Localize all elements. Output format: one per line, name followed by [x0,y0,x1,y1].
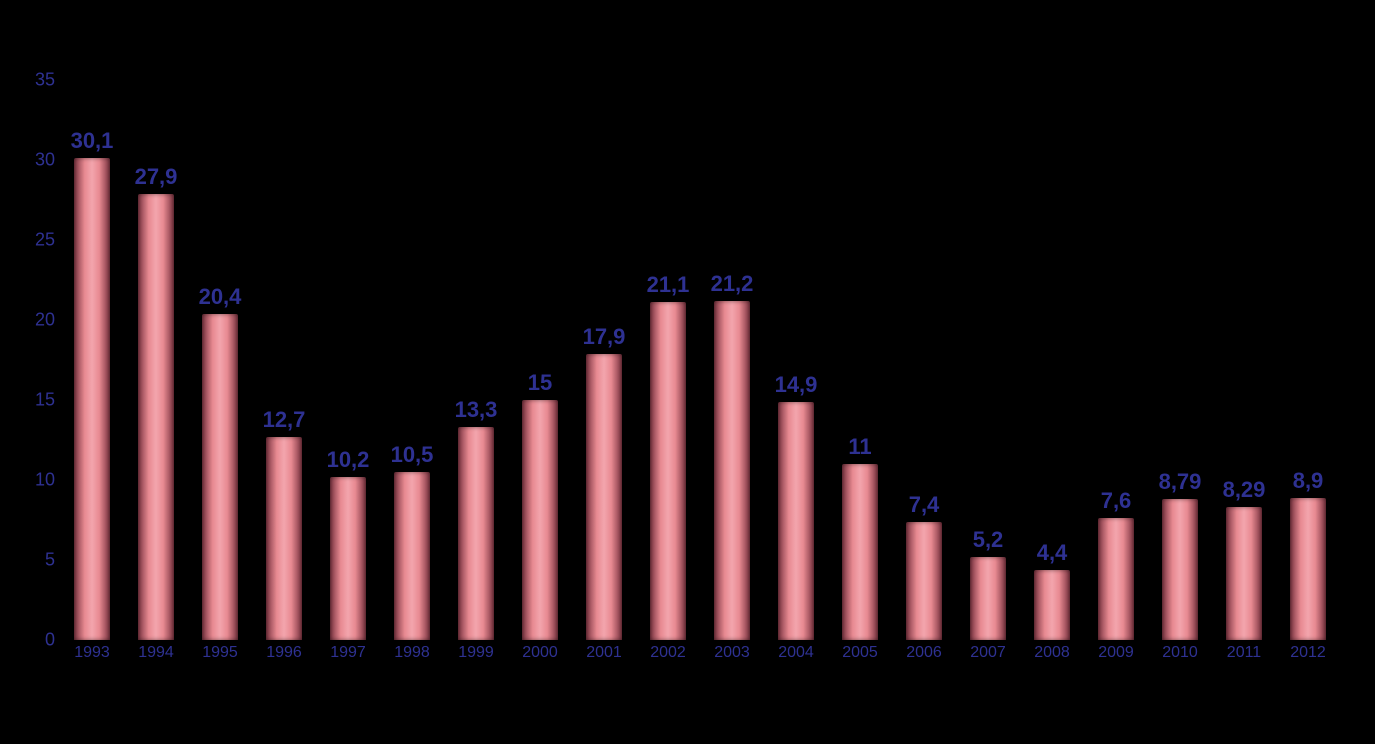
x-tick-label: 2006 [892,644,956,662]
y-tick-label: 25 [20,230,55,251]
x-tick-label: 1994 [124,644,188,662]
x-tick-label: 2001 [572,644,636,662]
bar-value-label: 27,9 [116,164,196,190]
y-tick-label: 0 [20,630,55,651]
y-tick-label: 30 [20,150,55,171]
bar [906,522,941,640]
bar [1226,507,1261,640]
x-tick-label: 1998 [380,644,444,662]
bar [522,400,557,640]
plot-area [60,80,1340,640]
bar [1098,518,1133,640]
bar-value-label: 12,7 [244,407,324,433]
bar [202,314,237,640]
x-tick-label: 2007 [956,644,1020,662]
x-tick-label: 2000 [508,644,572,662]
bar [330,477,365,640]
bar-value-label: 10,5 [372,442,452,468]
bar-value-label: 21,2 [692,271,772,297]
x-tick-label: 1995 [188,644,252,662]
x-tick-label: 2012 [1276,644,1340,662]
x-tick-label: 1999 [444,644,508,662]
x-tick-label: 1997 [316,644,380,662]
x-tick-label: 1993 [60,644,124,662]
bar [586,354,621,640]
bar [778,402,813,640]
bar [970,557,1005,640]
bar [458,427,493,640]
bar [650,302,685,640]
x-tick-label: 2011 [1212,644,1276,662]
bar-value-label: 4,4 [1012,540,1092,566]
bar [74,158,109,640]
x-tick-label: 2009 [1084,644,1148,662]
bar [714,301,749,640]
bar [394,472,429,640]
y-tick-label: 20 [20,310,55,331]
bar-value-label: 8,9 [1268,468,1348,494]
y-tick-label: 15 [20,390,55,411]
bar [1290,498,1325,640]
bar-value-label: 11 [820,434,900,460]
x-tick-label: 2003 [700,644,764,662]
x-tick-label: 2005 [828,644,892,662]
x-tick-label: 2004 [764,644,828,662]
y-tick-label: 35 [20,70,55,91]
bar [138,194,173,640]
bar-value-label: 14,9 [756,372,836,398]
bar-value-label: 15 [500,370,580,396]
bar-value-label: 13,3 [436,397,516,423]
y-tick-label: 5 [20,550,55,571]
bar [842,464,877,640]
bar [266,437,301,640]
x-tick-label: 2002 [636,644,700,662]
x-tick-label: 2008 [1020,644,1084,662]
bar-value-label: 17,9 [564,324,644,350]
bar-value-label: 7,4 [884,492,964,518]
x-tick-label: 2010 [1148,644,1212,662]
y-tick-label: 10 [20,470,55,491]
bar-chart: 0 5 10 15 20 25 30 35 1993 30,1 1994 27,9 1995 20,4 19… [0,0,1375,744]
x-tick-label: 1996 [252,644,316,662]
bar [1034,570,1069,640]
bar [1162,499,1197,640]
bar-value-label: 30,1 [52,128,132,154]
bar-value-label: 20,4 [180,284,260,310]
